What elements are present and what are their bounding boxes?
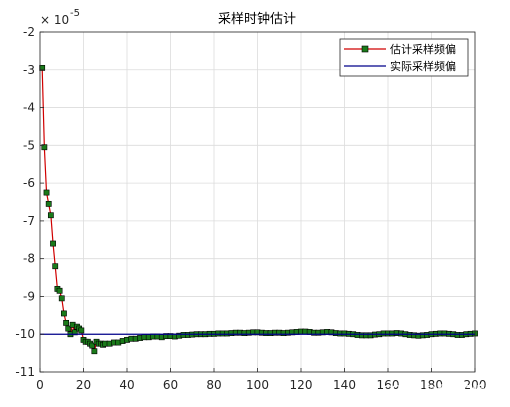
legend: 估计采样频偏 实际采样频偏 <box>339 38 469 77</box>
y-tick-label: -3 <box>23 63 35 77</box>
x-tick-labels: 0 20 40 60 80 100 120 140 160 180 200 <box>36 378 486 392</box>
data-point-marker <box>56 287 63 294</box>
x-tick-label: 100 <box>246 378 269 392</box>
x-tick-label: 20 <box>76 378 91 392</box>
data-point-marker <box>43 189 50 196</box>
y-tick-label: -2 <box>23 25 35 39</box>
data-point-marker <box>39 64 46 71</box>
series-layer <box>39 64 478 355</box>
legend-label-estimate: 估计采样频偏 <box>390 42 456 56</box>
x-tick-label: 140 <box>333 378 356 392</box>
legend-marker-estimate <box>361 45 369 53</box>
data-point-marker <box>71 329 78 336</box>
data-point-marker <box>61 310 67 317</box>
exponent-power: -5 <box>70 8 80 19</box>
data-point-marker <box>47 212 54 219</box>
data-point-marker <box>91 348 98 355</box>
x-tick-label: 0 <box>36 378 44 392</box>
data-point-marker <box>58 295 65 302</box>
legend-label-actual: 实际采样频偏 <box>390 59 456 73</box>
y-tick-label: -8 <box>23 252 35 266</box>
x-tick-label: 60 <box>163 378 178 392</box>
chart-title: 采样时钟估计 <box>218 11 296 27</box>
x-tick-label: 40 <box>119 378 134 392</box>
y-tick-label: -5 <box>23 138 35 152</box>
y-tick-labels: -11 -10 -9 -8 -7 -6 -5 -4 -3 -2 <box>15 25 35 379</box>
y-tick-label: -10 <box>15 327 35 341</box>
tick-marks <box>39 31 476 373</box>
x-tick-label: 180 <box>420 378 443 392</box>
data-point-marker <box>50 240 56 247</box>
exponent-base: × 10 <box>40 13 69 27</box>
y-tick-label: -7 <box>23 214 35 228</box>
data-point-marker <box>41 144 48 151</box>
y-tick-label: -6 <box>23 176 35 190</box>
exponent-label: × 10 -5 <box>40 8 80 27</box>
data-point-marker <box>78 327 85 334</box>
y-tick-label: -9 <box>23 289 35 303</box>
data-point-marker <box>52 263 59 270</box>
y-tick-label: -4 <box>23 101 35 115</box>
legend-box <box>339 38 469 77</box>
x-tick-label: 80 <box>206 378 221 392</box>
y-tick-label: -11 <box>15 365 35 379</box>
x-tick-label: 120 <box>290 378 313 392</box>
x-tick-label: 200 <box>464 378 487 392</box>
watermark: CSDN @我爱C编程 <box>383 384 498 399</box>
data-point-marker <box>65 325 72 332</box>
x-tick-label: 160 <box>377 378 400 392</box>
data-point-marker <box>63 319 69 326</box>
data-point-marker <box>89 342 96 349</box>
data-point-marker <box>45 200 52 207</box>
